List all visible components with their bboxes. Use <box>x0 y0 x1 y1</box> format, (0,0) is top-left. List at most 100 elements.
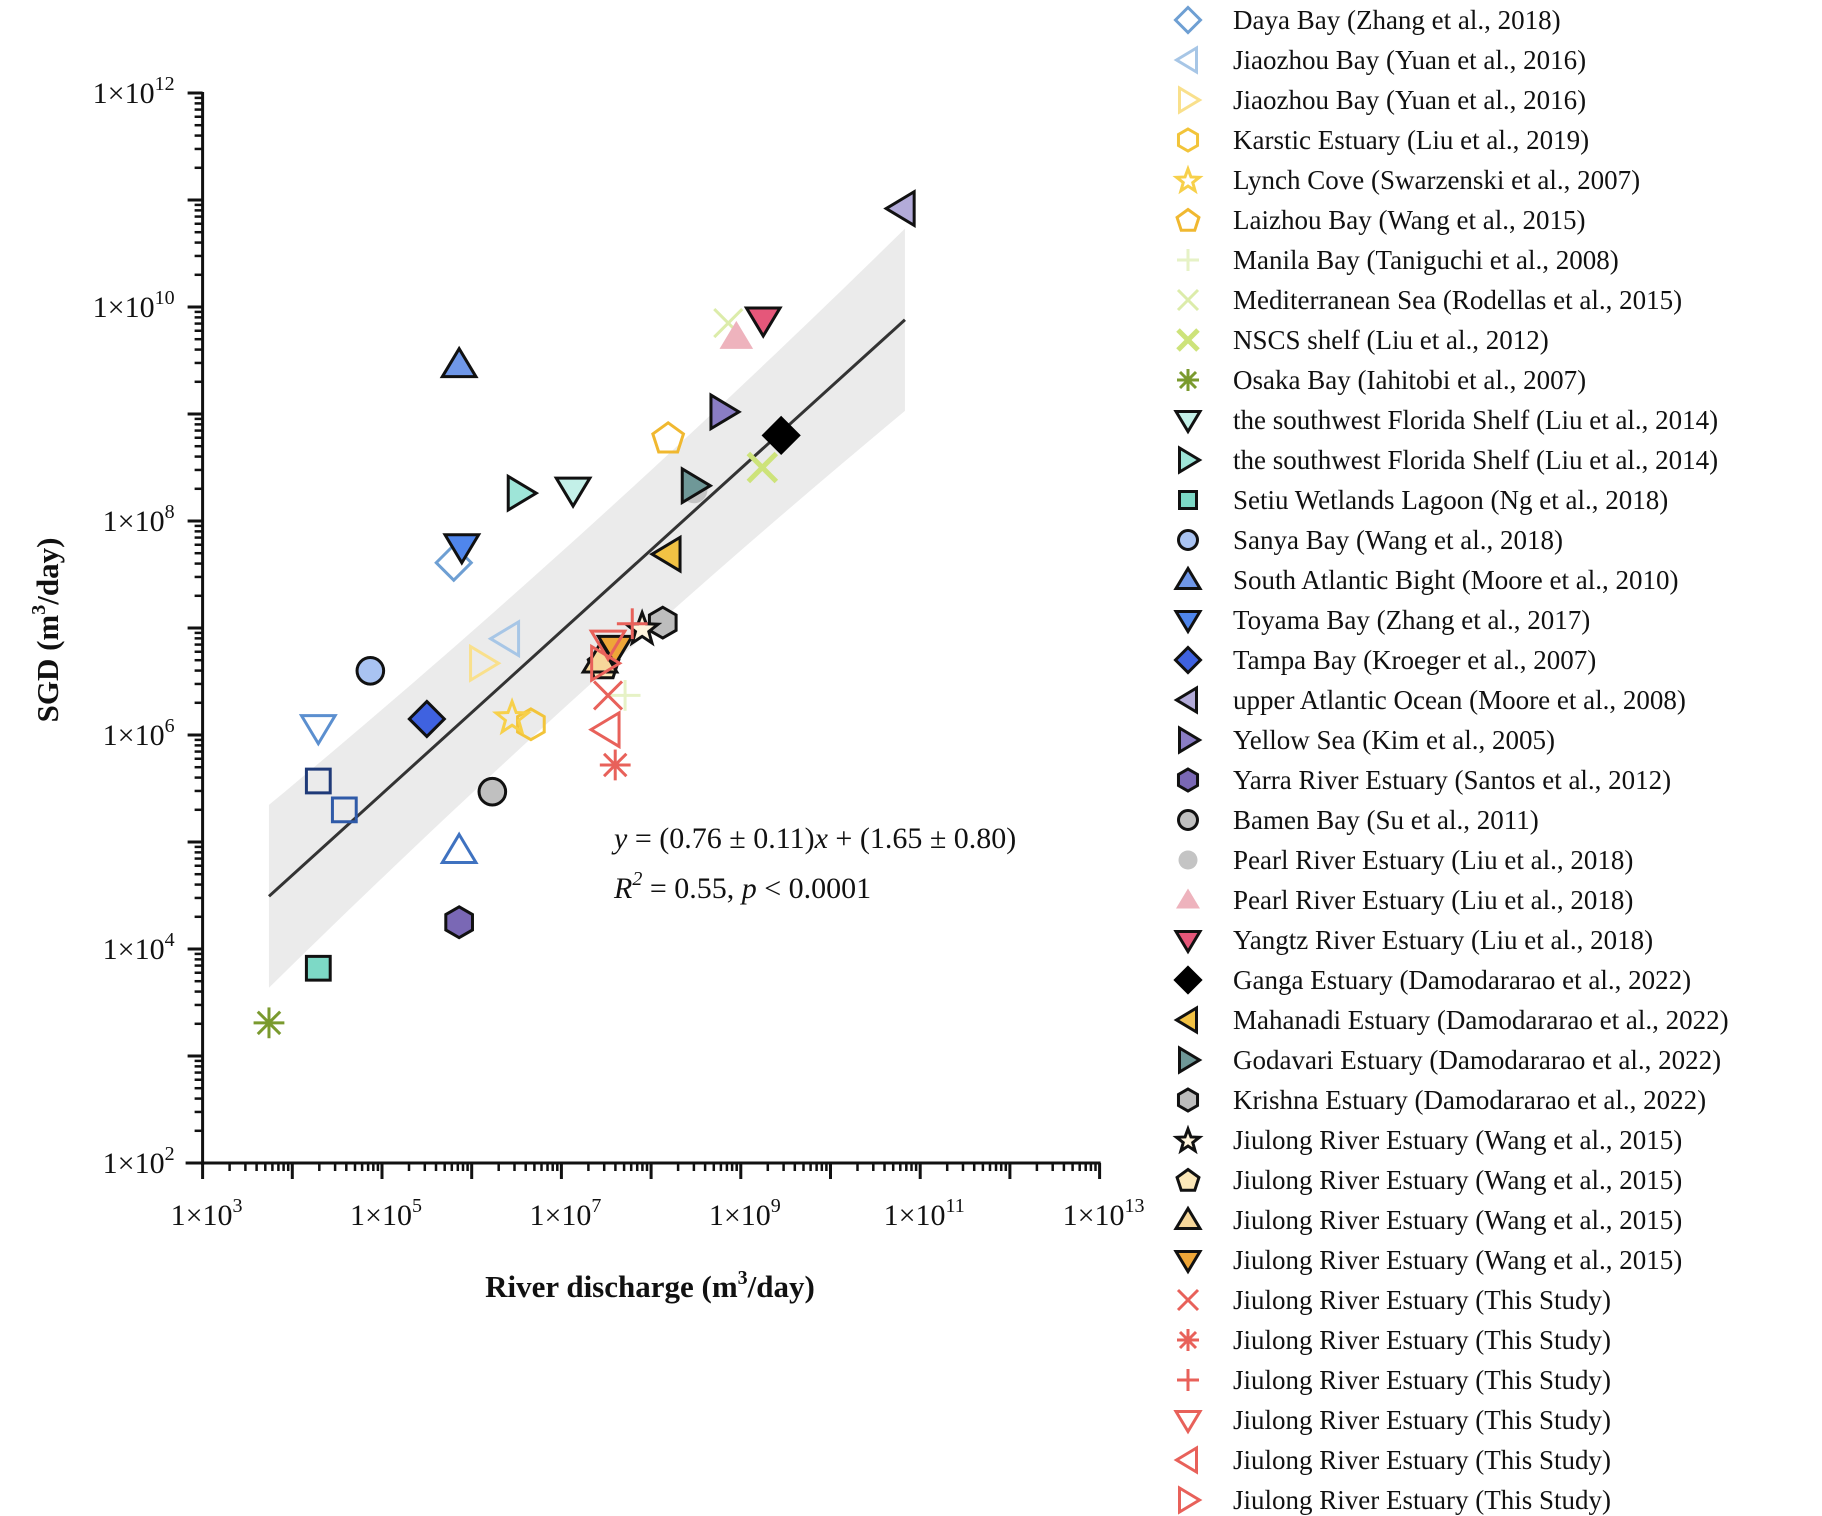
legend-label: Laizhou Bay (Wang et al., 2015) <box>1233 205 1585 235</box>
data-point-pentagon <box>651 420 686 454</box>
legend-item: Jiaozhou Bay (Yuan et al., 2016) <box>1173 45 1586 75</box>
data-point-triangle-right <box>680 466 714 506</box>
legend-marker-diamond <box>1173 5 1203 35</box>
legend-label: Godavari Estuary (Damodararao et al., 20… <box>1233 1045 1721 1075</box>
legend-label: Sanya Bay (Wang et al., 2018) <box>1233 525 1563 555</box>
legend-item: Jiulong River Estuary (Wang et al., 2015… <box>1173 1205 1682 1235</box>
legend-item: Toyama Bay (Zhang et al., 2017) <box>1173 605 1590 635</box>
data-point-hexagon <box>444 905 474 940</box>
data-point-triangle-down <box>553 476 593 509</box>
data-points <box>253 189 916 1039</box>
legend-label: Mediterranean Sea (Rodellas et al., 2015… <box>1233 285 1682 315</box>
legend-item: Manila Bay (Taniguchi et al., 2008) <box>1177 245 1619 275</box>
legend-marker-triangle-left <box>1173 685 1198 715</box>
legend-marker-x-bold <box>1176 328 1200 352</box>
data-point-asterisk <box>599 749 631 781</box>
x-axis-title: River discharge (m3/day) <box>485 1267 815 1304</box>
legend-marker-x <box>1176 1288 1200 1312</box>
legend-label: Pearl River Estuary (Liu et al., 2018) <box>1233 845 1633 875</box>
legend-item: Mahanadi Estuary (Damodararao et al., 20… <box>1173 1005 1729 1035</box>
legend-item: Karstic Estuary (Liu et al., 2019) <box>1176 125 1589 155</box>
legend-marker-pentagon <box>1175 207 1201 232</box>
legend-marker-circle <box>1177 529 1199 551</box>
regression-equation: y = (0.76 ± 0.11)x + (1.65 ± 0.80) R2 = … <box>611 822 1016 905</box>
data-point-triangle-right <box>590 643 623 683</box>
legend-label: Yangtz River Estuary (Liu et al., 2018) <box>1233 925 1653 955</box>
legend-marker-triangle-right <box>1178 85 1203 115</box>
legend-marker-circle <box>1177 809 1199 831</box>
data-point <box>439 831 479 864</box>
data-point <box>330 796 358 824</box>
legend-item: Lynch Cove (Swarzenski et al., 2007) <box>1172 164 1640 195</box>
axes <box>185 91 1102 1179</box>
data-point <box>304 767 332 795</box>
legend-item: Jiulong River Estuary (This Study) <box>1177 1365 1611 1395</box>
legend-marker-plus <box>1177 1369 1199 1391</box>
legend-marker-hexagon <box>1176 127 1200 153</box>
legend-label: Jiulong River Estuary (Wang et al., 2015… <box>1233 1125 1682 1155</box>
legend-item: Sanya Bay (Wang et al., 2018) <box>1177 525 1563 555</box>
legend-label: Pearl River Estuary (Liu et al., 2018) <box>1233 885 1633 915</box>
y-tick-label: 1×1012 <box>93 73 175 110</box>
legend-item: Jiulong River Estuary (This Study) <box>1173 1445 1611 1475</box>
legend-item: Osaka Bay (Iahitobi et al., 2007) <box>1177 365 1586 395</box>
legend-label: the southwest Florida Shelf (Liu et al.,… <box>1233 405 1718 435</box>
regression-line <box>267 318 906 898</box>
data-point <box>298 714 338 747</box>
legend-label: Jiaozhou Bay (Yuan et al., 2016) <box>1233 85 1586 115</box>
legend: Daya Bay (Zhang et al., 2018) Jiaozhou Ba… <box>1172 5 1729 1515</box>
data-point-triangle-up <box>439 345 479 379</box>
data-point-triangle-down <box>595 634 635 668</box>
data-point-x-bold <box>746 451 779 484</box>
legend-label: Krishna Estuary (Damodararao et al., 202… <box>1233 1085 1706 1115</box>
legend-marker-diamond <box>1173 645 1203 675</box>
legend-item: Jiulong River Estuary (Wang et al., 2015… <box>1175 1165 1682 1195</box>
x-tick-label: 1×105 <box>350 1195 422 1232</box>
legend-label: Mahanadi Estuary (Damodararao et al., 20… <box>1233 1005 1729 1035</box>
legend-item: Daya Bay (Zhang et al., 2018) <box>1173 5 1561 35</box>
legend-item: Pearl River Estuary (Liu et al., 2018) <box>1176 885 1633 915</box>
data-point-plus <box>616 608 648 640</box>
data-point-plus <box>609 680 641 711</box>
legend-item: South Atlantic Bight (Moore et al., 2010… <box>1173 565 1678 595</box>
legend-marker-triangle-left <box>1173 45 1198 75</box>
legend-marker-triangle-down <box>1173 410 1203 435</box>
data-point-diamond <box>761 415 801 456</box>
legend-marker-triangle-up <box>1173 1205 1203 1230</box>
legend-marker-star <box>1172 1124 1204 1155</box>
legend-marker-triangle-down <box>1173 610 1203 635</box>
legend-label: the southwest Florida Shelf (Liu et al.,… <box>1233 445 1718 475</box>
legend-marker-asterisk <box>1177 369 1199 391</box>
legend-item: Ganga Estuary (Damodararao et al., 2022) <box>1173 965 1691 995</box>
data-point-square <box>304 954 332 982</box>
legend-marker-triangle-up <box>1176 888 1200 909</box>
legend-label: Daya Bay (Zhang et al., 2018) <box>1233 5 1561 35</box>
data-point-triangle-left <box>883 189 916 229</box>
legend-marker-triangle-down <box>1173 930 1203 955</box>
legend-label: Yarra River Estuary (Santos et al., 2012… <box>1233 765 1671 795</box>
legend-label: Jiulong River Estuary (Wang et al., 2015… <box>1233 1205 1682 1235</box>
legend-item: Yarra River Estuary (Santos et al., 2012… <box>1176 765 1671 795</box>
legend-item: Jiulong River Estuary (Wang et al., 2015… <box>1172 1124 1682 1155</box>
data-point-hexagon <box>647 605 678 640</box>
legend-item: Laizhou Bay (Wang et al., 2015) <box>1175 205 1585 235</box>
x-tick-label: 1×103 <box>171 1195 243 1232</box>
legend-item: Jiaozhou Bay (Yuan et al., 2016) <box>1178 85 1586 115</box>
data-point-circle <box>355 656 386 686</box>
legend-marker-triangle-down <box>1173 1410 1203 1435</box>
y-tick-label: 1×106 <box>103 715 175 752</box>
legend-marker-square <box>1178 490 1198 510</box>
x-tick-label: 1×1011 <box>884 1195 965 1232</box>
legend-marker-asterisk <box>1177 1329 1199 1351</box>
data-point-triangle-up <box>719 320 754 349</box>
y-tick-label: 1×1010 <box>93 287 175 324</box>
legend-label: South Atlantic Bight (Moore et al., 2010… <box>1233 565 1678 595</box>
legend-marker-hexagon <box>1176 767 1200 793</box>
legend-label: Jiulong River Estuary (This Study) <box>1233 1405 1611 1435</box>
data-point-triangle-down <box>588 629 628 662</box>
regression-stats: R2 = 0.55, p < 0.0001 <box>613 868 871 905</box>
legend-item: Krishna Estuary (Damodararao et al., 202… <box>1176 1085 1706 1115</box>
legend-label: Jiulong River Estuary (This Study) <box>1233 1325 1611 1355</box>
regression-formula: y = (0.76 ± 0.11)x + (1.65 ± 0.80) <box>611 822 1016 855</box>
legend-marker-hexagon <box>1176 1087 1200 1113</box>
